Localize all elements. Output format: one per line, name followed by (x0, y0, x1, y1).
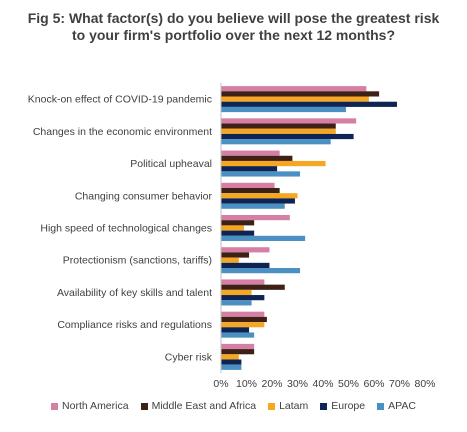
legend-swatch (377, 402, 385, 410)
bar (221, 316, 267, 323)
bar (221, 187, 280, 194)
bar (221, 139, 331, 145)
legend-item: North America (51, 400, 129, 412)
bar (221, 106, 346, 113)
bar (221, 96, 369, 102)
x-tick-label: 10% (236, 378, 257, 390)
bar (221, 257, 239, 263)
bar (221, 155, 293, 161)
bar (221, 343, 255, 350)
x-tick-label: 50% (338, 378, 359, 390)
bar (221, 160, 326, 167)
bar (221, 359, 242, 365)
x-tick-label: 40% (312, 378, 333, 390)
bar (221, 133, 354, 140)
bar (221, 268, 301, 274)
bar (221, 289, 252, 296)
category-label: Political upheaval (130, 158, 212, 170)
legend: North America Middle East and Africa Latam… (0, 400, 467, 412)
legend-label: Europe (331, 400, 366, 412)
legend-swatch (140, 402, 148, 410)
x-tick-label: 70% (389, 378, 410, 390)
bar (221, 284, 285, 290)
category-labels: Knock-on effect of COVID-19 pandemic Chan… (28, 94, 213, 364)
x-tick-label: 0% (213, 378, 228, 390)
chart-title: Fig 5: What factor(s) do you believe wil… (27, 10, 440, 43)
category-label: Changing consumer behavior (75, 190, 213, 202)
bar (221, 86, 367, 92)
bar (221, 311, 265, 317)
legend-item: APAC (377, 400, 416, 412)
bar (221, 322, 265, 328)
bar (221, 198, 295, 204)
legend-label: APAC (388, 400, 416, 412)
bar (221, 203, 285, 209)
category-label: High speed of technological changes (40, 223, 212, 235)
category-label: Cyber risk (165, 351, 213, 363)
legend-swatch (268, 402, 276, 410)
legend-item: Europe (320, 400, 365, 412)
x-tick-label: 80% (414, 378, 435, 390)
legend-item: Latam (268, 400, 308, 412)
bar (221, 128, 336, 134)
bars (221, 86, 397, 370)
category-label: Changes in the economic environment (33, 126, 212, 138)
bar (221, 364, 242, 370)
bar (221, 349, 255, 355)
bar (221, 101, 397, 107)
bar (221, 262, 270, 269)
bar (221, 295, 265, 301)
bar (221, 235, 306, 241)
category-label: Availability of key skills and talent (57, 287, 212, 299)
bar (221, 215, 290, 221)
bar (221, 193, 298, 199)
legend-swatch (51, 402, 59, 410)
legend-label: North America (62, 400, 129, 412)
bar-chart: Knock-on effect of COVID-19 pandemic Chan… (28, 83, 436, 390)
bar (221, 252, 250, 258)
bar (221, 279, 265, 285)
legend-item: Middle East and Africa (140, 400, 257, 412)
bar (221, 91, 380, 97)
x-tick-label: 60% (363, 378, 384, 390)
bar (221, 182, 275, 188)
category-label: Compliance risks and regulations (57, 319, 212, 331)
legend-label: Middle East and Africa (151, 400, 257, 412)
x-tick-label: 20% (261, 378, 282, 390)
bar (221, 118, 357, 124)
bar (221, 220, 255, 226)
x-axis-tick-labels: 0% 10% 20% 30% 40% 50% 60% 70% 80% (213, 378, 435, 390)
bar (221, 225, 244, 231)
bar (221, 150, 280, 156)
legend-label: Latam (279, 400, 309, 412)
bar (221, 300, 252, 306)
bar (221, 332, 255, 338)
bar (221, 171, 301, 177)
category-label: Protectionism (sanctions, tariffs) (63, 255, 212, 267)
bar (221, 327, 250, 333)
category-label: Knock-on effect of COVID-19 pandemic (28, 94, 212, 106)
bar (221, 230, 255, 236)
bar (221, 354, 239, 360)
bar (221, 166, 278, 172)
bar (221, 247, 270, 253)
x-tick-label: 30% (287, 378, 308, 390)
legend-swatch (320, 402, 328, 410)
bar (221, 123, 336, 129)
